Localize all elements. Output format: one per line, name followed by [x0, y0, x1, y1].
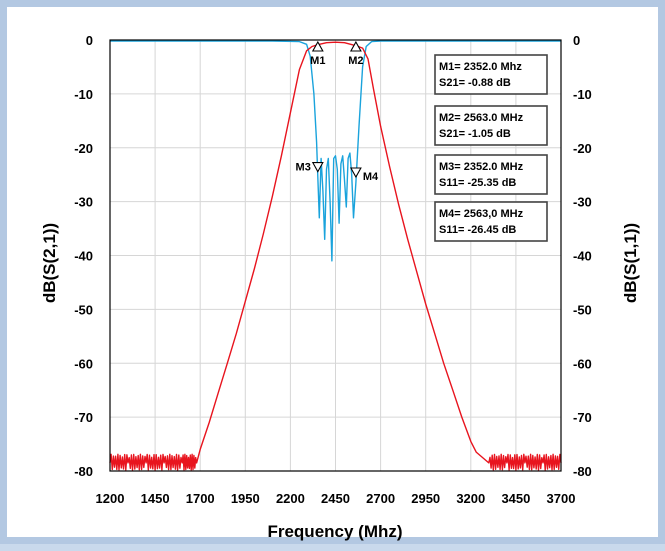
marker-readout-value: S21= -0.88 dB — [439, 77, 511, 89]
chart-svg: 0 -10 -20 -30 -40 -50 -60 -70 -80 0 -10 -20 -30 -40 -… — [40, 33, 640, 541]
marker-readout-box — [434, 105, 548, 146]
series-line-s11 — [110, 40, 561, 262]
y-tick-label-left: -60 — [74, 356, 93, 371]
y-axis-title-right: dB(S(1,1)) — [621, 223, 640, 303]
x-axis-title: Frequency (Mhz) — [267, 522, 402, 541]
y-tick-label-left: -20 — [74, 141, 93, 156]
x-tick-label: 2200 — [276, 491, 305, 506]
markers: M1 M2 M3 M4 — [296, 40, 379, 183]
y-ticks-right: 0 -10 -20 -30 -40 -50 -60 -70 -80 — [573, 33, 592, 479]
marker-triangle — [311, 40, 324, 52]
marker-readout-value: S21= -1.05 dB — [439, 128, 511, 140]
y-tick-label-right: 0 — [573, 33, 580, 48]
x-tick-label: 2450 — [321, 491, 350, 506]
y-tick-label-left: -70 — [74, 410, 93, 425]
marker-label: M2 — [348, 55, 363, 67]
y-tick-label-right: -70 — [573, 410, 592, 425]
y-tick-label-left: -30 — [74, 195, 93, 210]
series-group — [109, 40, 562, 471]
y-tick-label-left: -80 — [74, 464, 93, 479]
marker-label: M3 — [296, 162, 311, 174]
marker-label: M4 — [363, 171, 379, 183]
marker-readout-freq: M3= 2352.0 MHz — [439, 161, 524, 173]
marker-readout-freq: M1= 2352.0 Mhz — [439, 61, 522, 73]
y-tick-label-right: -60 — [573, 356, 592, 371]
y-tick-label-right: -10 — [573, 87, 592, 102]
y-tick-label-right: -20 — [573, 141, 592, 156]
y-tick-label-left: 0 — [86, 33, 93, 48]
y-ticks-left: 0 -10 -20 -30 -40 -50 -60 -70 -80 — [74, 33, 93, 479]
marker-readout-box — [434, 201, 548, 242]
y-axis-title-left: dB(S(2,1)) — [40, 223, 59, 303]
x-tick-label: 1950 — [231, 491, 260, 506]
x-tick-label: 3700 — [547, 491, 576, 506]
x-tick-label: 3450 — [501, 491, 530, 506]
x-tick-label: 1200 — [96, 491, 125, 506]
marker-triangle — [349, 167, 362, 179]
y-tick-label-left: -50 — [74, 302, 93, 317]
x-tick-label: 1700 — [186, 491, 215, 506]
marker-readout-value: S11= -26.45 dB — [439, 224, 516, 236]
series-line-s21 — [109, 41, 562, 471]
x-tick-label: 2950 — [411, 491, 440, 506]
y-tick-label-left: -40 — [74, 249, 93, 264]
marker-readout-value: S11= -25.35 dB — [439, 177, 516, 189]
x-tick-label: 1450 — [141, 491, 170, 506]
plot-border — [109, 39, 562, 472]
marker-triangle — [349, 40, 362, 52]
y-tick-label-left: -10 — [74, 87, 93, 102]
marker-readout-box — [434, 54, 548, 95]
marker-triangle — [311, 162, 324, 173]
marker-readouts: M1= 2352.0 Mhz S21= -0.88 dB M2= 2563.0 MH… — [434, 54, 548, 242]
x-tick-label: 3200 — [456, 491, 485, 506]
x-ticks: 1200 1450 1700 1950 2200 2450 2700 2950 3200 3450… — [96, 491, 576, 506]
y-tick-label-right: -80 — [573, 464, 592, 479]
marker-readout-box — [434, 154, 548, 195]
marker-readout-freq: M4= 2563,0 MHz — [439, 208, 524, 220]
x-tick-label: 2700 — [366, 491, 395, 506]
y-tick-label-right: -50 — [573, 302, 592, 317]
y-tick-label-right: -40 — [573, 249, 592, 264]
marker-label: M1 — [310, 55, 325, 67]
y-tick-label-right: -30 — [573, 195, 592, 210]
marker-readout-freq: M2= 2563.0 MHz — [439, 112, 524, 124]
